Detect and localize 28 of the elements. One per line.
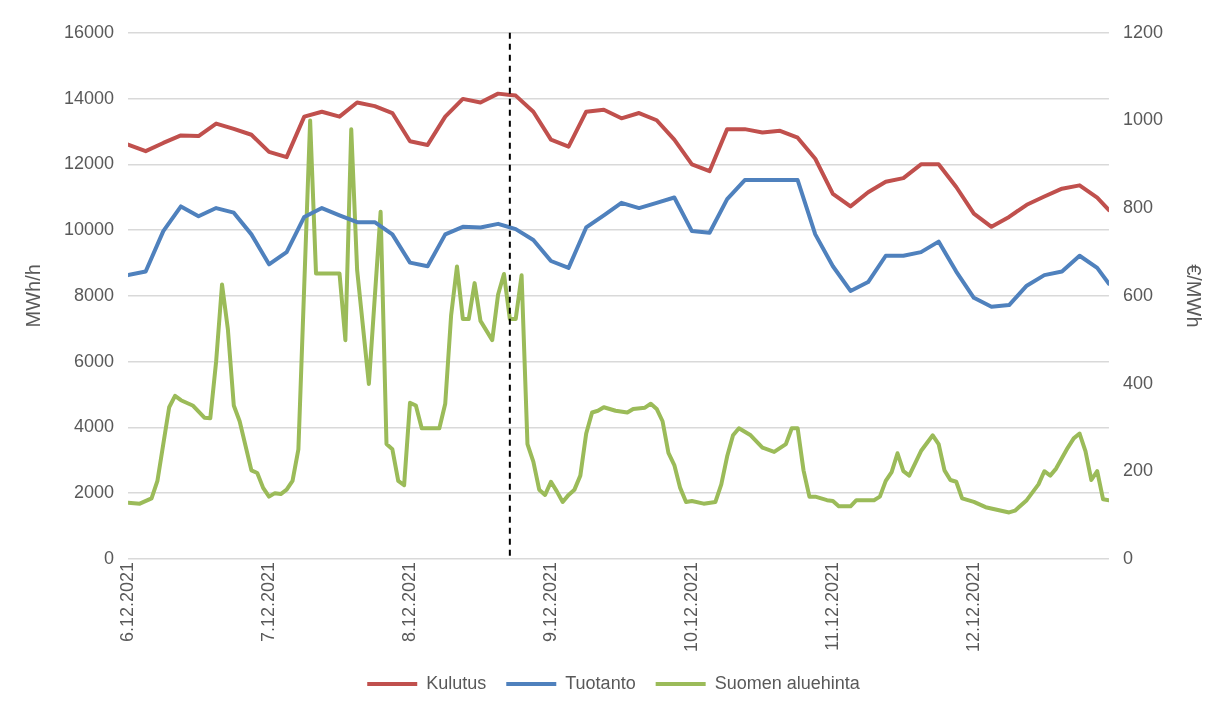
y2-tick-label: 800: [1122, 197, 1153, 218]
y2-tick-label: 1000: [1122, 109, 1163, 130]
y-axis-title: MWh/h: [21, 264, 44, 328]
y-tick-label: 4000: [74, 416, 115, 437]
legend-label: Tuotanto: [565, 672, 636, 693]
x-tick-label: 12.12.2021: [962, 561, 983, 653]
legend-label: Kulutus: [426, 672, 487, 693]
y2-tick-label: 1200: [1122, 21, 1163, 42]
y-tick-label: 14000: [63, 87, 115, 108]
x-tick-label: 8.12.2021: [398, 561, 419, 642]
y-tick-label: 12000: [63, 153, 115, 174]
y2-tick-label: 600: [1122, 284, 1153, 305]
y-tick-label: 10000: [63, 219, 115, 240]
y-tick-label: 8000: [74, 284, 115, 305]
y2-tick-label: 0: [1122, 547, 1133, 568]
x-tick-label: 6.12.2021: [117, 561, 138, 642]
x-tick-label: 7.12.2021: [257, 561, 278, 642]
y2-tick-label: 400: [1122, 372, 1153, 393]
x-tick-label: 11.12.2021: [821, 561, 842, 651]
legend-label: Suomen aluehinta: [714, 672, 861, 693]
y-tick-label: 0: [104, 547, 115, 568]
y2-axis-title: €/MWh: [1183, 264, 1206, 328]
y-tick-label: 16000: [63, 21, 115, 42]
x-tick-label: 9.12.2021: [539, 561, 560, 642]
y-tick-label: 2000: [74, 482, 115, 503]
y2-tick-label: 200: [1122, 460, 1153, 481]
x-tick-label: 10.12.2021: [680, 561, 701, 653]
y-tick-label: 6000: [74, 350, 115, 371]
